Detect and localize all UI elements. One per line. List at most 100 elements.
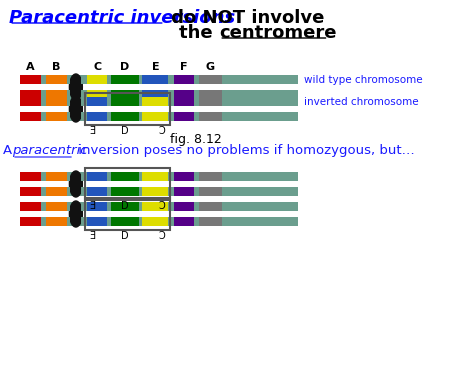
- Bar: [20, 90, 70, 99]
- Bar: [20, 97, 41, 106]
- Bar: [46, 187, 67, 196]
- Bar: [20, 187, 41, 196]
- Bar: [143, 90, 168, 99]
- Bar: [143, 97, 168, 106]
- Bar: [20, 172, 41, 181]
- Bar: [199, 97, 222, 106]
- Bar: [20, 75, 298, 84]
- Bar: [143, 75, 168, 84]
- Ellipse shape: [69, 201, 82, 227]
- Bar: [174, 172, 194, 181]
- Bar: [87, 202, 107, 211]
- Bar: [143, 112, 168, 121]
- Bar: [20, 112, 41, 121]
- Bar: [199, 112, 222, 121]
- Bar: [85, 168, 170, 200]
- Bar: [143, 202, 168, 211]
- Text: inversion poses no problems if homozygous, but…: inversion poses no problems if homozygou…: [74, 144, 415, 157]
- Text: paracentric: paracentric: [12, 144, 88, 157]
- Bar: [143, 172, 168, 181]
- Bar: [199, 112, 222, 121]
- Bar: [46, 90, 67, 99]
- Bar: [46, 97, 67, 106]
- Bar: [199, 187, 222, 196]
- Bar: [174, 217, 194, 226]
- Bar: [20, 217, 41, 226]
- Bar: [199, 97, 222, 106]
- Bar: [111, 172, 139, 181]
- Bar: [87, 90, 107, 99]
- Bar: [82, 112, 298, 121]
- Bar: [20, 75, 41, 84]
- Bar: [20, 217, 70, 226]
- Ellipse shape: [69, 96, 82, 122]
- Bar: [199, 75, 222, 84]
- Bar: [85, 93, 170, 125]
- Bar: [111, 90, 139, 99]
- Bar: [87, 112, 107, 121]
- Bar: [87, 187, 107, 196]
- Text: D: D: [121, 201, 129, 211]
- Bar: [87, 97, 107, 106]
- Bar: [20, 187, 298, 196]
- Bar: [111, 187, 139, 196]
- Bar: [174, 90, 194, 99]
- Bar: [87, 75, 107, 84]
- Text: Paracentric inversions: Paracentric inversions: [9, 9, 236, 27]
- Bar: [82, 75, 298, 84]
- Bar: [20, 112, 41, 121]
- Bar: [174, 217, 194, 226]
- Bar: [87, 217, 107, 226]
- Bar: [82, 187, 298, 196]
- Text: E: E: [152, 62, 159, 72]
- Bar: [20, 202, 41, 211]
- Bar: [143, 217, 168, 226]
- Bar: [46, 97, 67, 106]
- Ellipse shape: [69, 74, 82, 100]
- Bar: [199, 202, 222, 211]
- Bar: [87, 75, 107, 84]
- Bar: [199, 90, 222, 99]
- Bar: [20, 75, 70, 84]
- Bar: [46, 202, 67, 211]
- Bar: [199, 202, 222, 211]
- Bar: [199, 172, 222, 181]
- Ellipse shape: [69, 171, 82, 197]
- Bar: [111, 97, 139, 106]
- Text: B: B: [52, 62, 61, 72]
- Bar: [20, 90, 41, 99]
- Bar: [20, 90, 41, 99]
- Bar: [20, 97, 70, 106]
- Bar: [111, 202, 139, 211]
- Bar: [20, 202, 70, 211]
- Bar: [199, 172, 222, 181]
- Bar: [199, 217, 222, 226]
- Bar: [174, 90, 194, 99]
- Bar: [46, 172, 67, 181]
- Text: G: G: [206, 62, 215, 72]
- Bar: [174, 75, 194, 84]
- Text: fig. 8.12: fig. 8.12: [170, 133, 222, 146]
- Bar: [87, 97, 107, 106]
- Bar: [20, 90, 298, 99]
- Bar: [20, 187, 41, 196]
- Bar: [46, 112, 67, 121]
- Bar: [143, 90, 168, 99]
- Bar: [199, 75, 222, 84]
- Bar: [199, 217, 222, 226]
- Bar: [143, 172, 168, 181]
- Bar: [46, 90, 67, 99]
- Bar: [143, 187, 168, 196]
- Bar: [174, 187, 194, 196]
- Bar: [20, 97, 298, 106]
- Bar: [20, 172, 41, 181]
- Bar: [20, 217, 41, 226]
- Bar: [87, 202, 107, 211]
- Bar: [174, 75, 194, 84]
- Bar: [174, 187, 194, 196]
- Bar: [82, 217, 298, 226]
- Bar: [87, 187, 107, 196]
- Text: Ɔ: Ɔ: [158, 231, 165, 241]
- Bar: [143, 202, 168, 211]
- Text: A: A: [26, 62, 35, 72]
